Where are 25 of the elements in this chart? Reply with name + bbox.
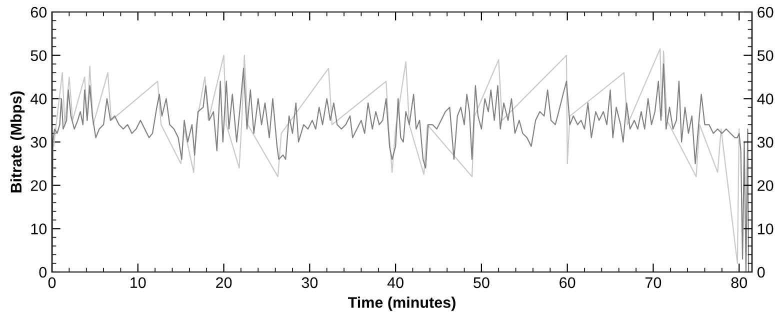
- y2-tick-label: 20: [758, 180, 774, 192]
- x-tick-label: 0: [48, 277, 56, 288]
- x-tick-label: 60: [560, 277, 576, 288]
- y2-tick-label: 0: [757, 266, 765, 278]
- y-tick-label: 20: [30, 180, 47, 192]
- x-tick-label: 50: [474, 277, 490, 288]
- y2-tick-label: 10: [758, 224, 774, 234]
- y-tick-label: 30: [30, 136, 47, 148]
- x-tick-label: 80: [731, 277, 748, 288]
- y2-tick-label: 40: [757, 94, 774, 104]
- y-tick-label: 0: [39, 266, 47, 278]
- y-tick-label: 60: [30, 6, 47, 18]
- x-tick-label: 10: [130, 277, 146, 288]
- x-tick-label: 40: [387, 277, 404, 288]
- y-axis-title: Bitrate (Mbps): [10, 91, 25, 192]
- y2-tick-label: 50: [757, 50, 774, 62]
- y2-tick-label: 60: [758, 6, 774, 18]
- y-tick-label: 40: [30, 94, 47, 104]
- x-tick-label: 20: [216, 277, 232, 288]
- y-tick-label: 50: [30, 50, 47, 62]
- y-tick-label: 10: [31, 224, 47, 234]
- y2-tick-label: 30: [757, 136, 774, 148]
- x-tick-label: 70: [646, 277, 662, 288]
- x-tick-label: 30: [302, 277, 318, 288]
- x-axis-title: Time (minutes): [348, 296, 456, 311]
